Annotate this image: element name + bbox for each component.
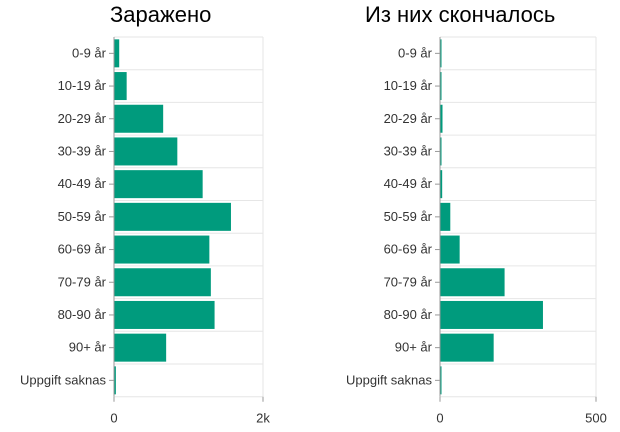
category-label: 90+ år bbox=[69, 340, 107, 355]
infected-bar-chart: 0-9 år 10-19 år 20-29 år 30-39 år 40-49 år 50… bbox=[20, 36, 270, 426]
bar[interactable] bbox=[114, 104, 164, 133]
category-label: 30-39 år bbox=[58, 143, 107, 158]
bar[interactable] bbox=[440, 202, 451, 231]
x-tick-label: 0 bbox=[110, 411, 117, 426]
bar[interactable] bbox=[114, 300, 215, 329]
bar[interactable] bbox=[440, 104, 443, 133]
bar[interactable] bbox=[440, 39, 442, 68]
category-label: 80-90 år bbox=[384, 307, 433, 322]
category-label: 20-29 år bbox=[384, 111, 433, 126]
category-label: 30-39 år bbox=[384, 143, 433, 158]
bar[interactable] bbox=[114, 39, 120, 68]
category-label: 0-9 år bbox=[72, 45, 107, 60]
bar[interactable] bbox=[440, 268, 505, 297]
category-label: 0-9 år bbox=[398, 45, 433, 60]
category-label: 50-59 år bbox=[384, 209, 433, 224]
category-label: 90+ år bbox=[395, 340, 433, 355]
category-label: 50-59 år bbox=[58, 209, 107, 224]
category-label: 40-49 år bbox=[384, 176, 433, 191]
bar[interactable] bbox=[114, 366, 116, 395]
bar[interactable] bbox=[440, 235, 460, 264]
chart-title: Заражено bbox=[110, 2, 212, 27]
category-label: 40-49 år bbox=[58, 176, 107, 191]
bar[interactable] bbox=[114, 72, 127, 101]
category-label: 80-90 år bbox=[58, 307, 107, 322]
bar[interactable] bbox=[440, 333, 494, 362]
bar[interactable] bbox=[114, 202, 231, 231]
bar[interactable] bbox=[114, 137, 178, 166]
chart-title: Из них скончалось bbox=[365, 2, 556, 27]
bar[interactable] bbox=[440, 137, 442, 166]
category-label: Uppgift saknas bbox=[20, 372, 106, 387]
x-tick-label: 0 bbox=[436, 411, 443, 426]
x-tick-label: 2k bbox=[256, 411, 270, 426]
chart-infected: Заражено 0-9 år 10-19 år 20-29 år 30-39 år 4… bbox=[20, 2, 270, 426]
category-label: 60-69 år bbox=[384, 242, 433, 257]
bar[interactable] bbox=[114, 235, 210, 264]
bar[interactable] bbox=[440, 170, 443, 199]
bar[interactable] bbox=[114, 170, 203, 199]
category-label: 10-19 år bbox=[58, 78, 107, 93]
category-label: 70-79 år bbox=[384, 274, 433, 289]
category-label: Uppgift saknas bbox=[346, 372, 432, 387]
bar[interactable] bbox=[440, 72, 442, 101]
deaths-bar-chart: 0-9 år 10-19 år 20-29 år 30-39 år 40-49 år 50… bbox=[346, 36, 607, 426]
category-label: 70-79 år bbox=[58, 274, 107, 289]
chart-deaths: Из них скончалось 0-9 år 10-19 år 20-29 år… bbox=[320, 0, 620, 432]
bar[interactable] bbox=[114, 333, 167, 362]
category-label: 10-19 år bbox=[384, 78, 433, 93]
bar[interactable] bbox=[114, 268, 211, 297]
x-tick-label: 500 bbox=[585, 411, 607, 426]
bar[interactable] bbox=[440, 300, 543, 329]
category-label: 60-69 år bbox=[58, 242, 107, 257]
bar[interactable] bbox=[440, 366, 442, 395]
category-label: 20-29 år bbox=[58, 111, 107, 126]
